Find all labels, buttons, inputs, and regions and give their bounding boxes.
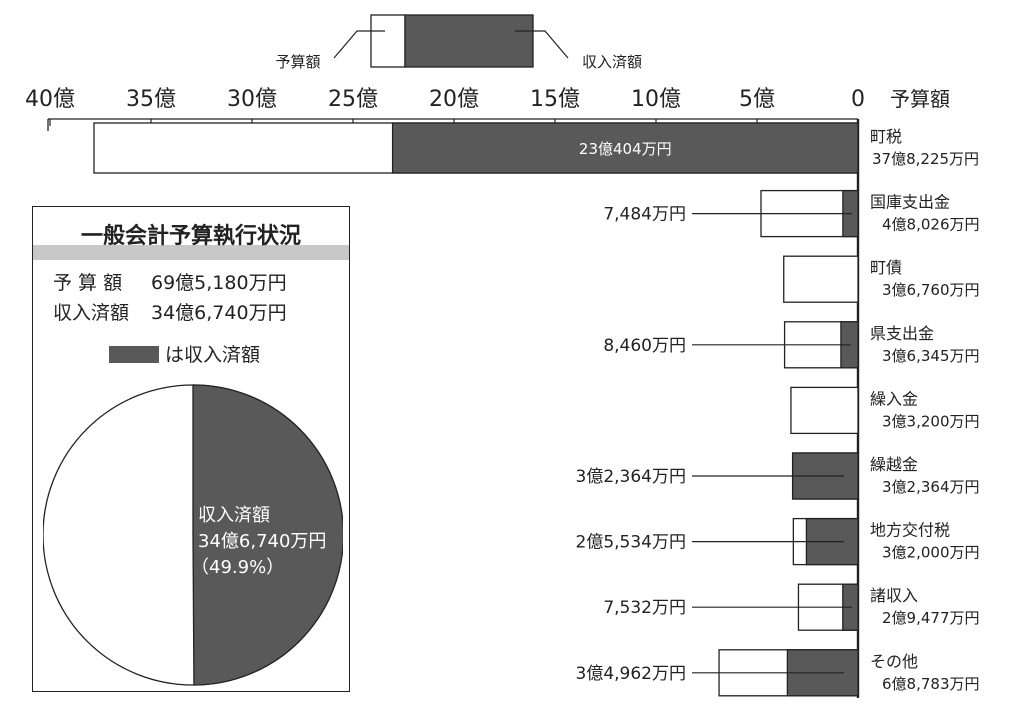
summary-received-row: 収入済額 34億6,740万円 — [53, 299, 287, 327]
category-label: 繰入金 — [870, 389, 918, 408]
category-label: 繰越金 — [870, 455, 918, 474]
legend-label-budget: 予算額 — [275, 53, 320, 71]
legend-leader-budget — [333, 30, 385, 59]
legend-swatch-received — [404, 14, 534, 68]
summary-title-band — [33, 245, 349, 260]
category-label: 地方交付税 — [870, 521, 950, 540]
pie-label-percent: （49.9%） — [191, 557, 284, 578]
x-axis-unit-label: 予算額 — [890, 87, 950, 111]
callout-label: 8,460万円 — [603, 336, 686, 356]
callout-label: 7,484万円 — [603, 205, 686, 225]
summary-box: 一般会計予算執行状況 予 算 額 69億5,180万円 収入済額 34億6,740万… — [32, 206, 350, 692]
x-tick-label: 25億 — [328, 87, 378, 112]
x-tick-label: 10億 — [631, 87, 681, 112]
legend-label-received: 収入済額 — [582, 53, 642, 71]
legend-leader-received — [515, 30, 569, 59]
category-budget-label: 6億8,783万円 — [882, 675, 980, 693]
category-budget-label: 4億8,026万円 — [882, 216, 980, 234]
bar-budget — [783, 255, 859, 303]
pie-chart: 収入済額 34億6,740万円 （49.9%） — [43, 384, 343, 686]
x-tick-label: 35億 — [126, 87, 176, 112]
summary-received-label: 収入済額 — [53, 302, 130, 324]
category-label: その他 — [870, 652, 918, 671]
summary-legend: は収入済額 — [109, 341, 260, 369]
category-budget-label: 3億6,760万円 — [882, 281, 980, 299]
bar-value-label: 23億404万円 — [579, 140, 672, 158]
pie-label-value: 34億6,740万円 — [198, 531, 326, 552]
category-label: 町税 — [870, 127, 902, 146]
summary-budget-row: 予 算 額 69億5,180万円 — [53, 269, 287, 297]
category-budget-label: 3億3,200万円 — [882, 412, 980, 430]
legend-swatch-budget — [370, 14, 406, 68]
category-budget-label: 37億8,225万円 — [872, 150, 979, 168]
callout-label: 3億4,962万円 — [576, 664, 686, 684]
x-tick-label: 5億 — [739, 87, 775, 112]
summary-budget-value: 69億5,180万円 — [151, 272, 287, 294]
category-label: 町債 — [870, 258, 902, 277]
pie-slice-received — [192, 384, 343, 686]
callout-label: 2億5,534万円 — [576, 533, 686, 553]
summary-legend-swatch — [109, 346, 159, 363]
x-tick-label: 0 — [851, 87, 865, 112]
summary-title: 一般会計予算執行状況 — [80, 224, 301, 249]
x-tick-label: 30億 — [227, 87, 277, 112]
pie-label-name: 収入済額 — [198, 505, 270, 526]
category-label: 県支出金 — [870, 324, 934, 343]
summary-legend-text: は収入済額 — [165, 344, 261, 366]
callout-label: 7,532万円 — [603, 598, 686, 618]
x-tick-label: 40億 — [25, 87, 75, 112]
category-label: 国庫支出金 — [870, 193, 950, 212]
x-tick-label: 15億 — [530, 87, 580, 112]
bar-received — [391, 122, 859, 174]
summary-budget-label: 予 算 額 — [53, 272, 123, 294]
category-budget-label: 3億2,364万円 — [882, 478, 980, 496]
callout-label: 3億2,364万円 — [576, 467, 686, 487]
x-tick-label: 20億 — [429, 87, 479, 112]
category-budget-label: 3億6,345万円 — [882, 347, 980, 365]
category-budget-label: 3億2,000万円 — [882, 544, 980, 562]
summary-received-value: 34億6,740万円 — [151, 302, 287, 324]
category-budget-label: 2億9,477万円 — [882, 609, 980, 627]
bar-budget — [790, 386, 859, 435]
category-label: 諸収入 — [870, 586, 918, 605]
